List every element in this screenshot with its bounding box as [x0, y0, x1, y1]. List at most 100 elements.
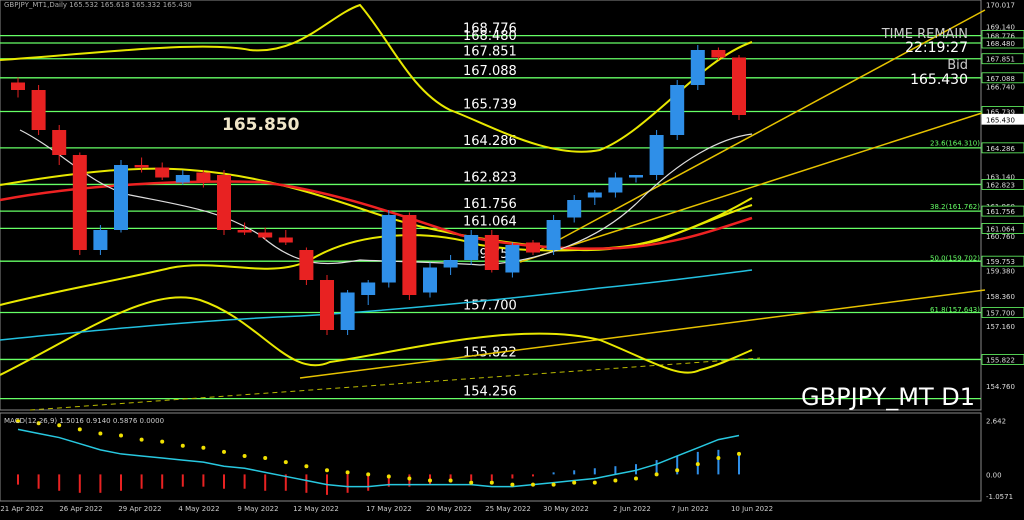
macd-tick: 2.642	[986, 417, 1006, 425]
price-tag-box	[981, 113, 1024, 125]
candle	[649, 130, 664, 180]
time-axis: 21 Apr 2022 26 Apr 2022 29 Apr 2022 4 May 2…	[0, 505, 773, 513]
price-tick: 167.088	[986, 75, 1015, 83]
macd-tick: 0.00	[986, 471, 1002, 479]
macd-signal-dot	[57, 423, 62, 428]
macd-signal-dot	[98, 431, 103, 436]
price-tick: 155.822	[986, 356, 1015, 364]
macd-signal-dot	[160, 439, 165, 444]
candle-body	[361, 282, 376, 295]
time-tick: 12 May 2022	[293, 505, 339, 513]
price-tick: 160.760	[986, 233, 1015, 241]
time-remain-label: TIME REMAIN	[881, 27, 968, 42]
level-label: 167.851	[463, 45, 517, 60]
band-upper	[0, 3, 753, 153]
candle-body	[587, 192, 602, 198]
macd-signal-dot	[531, 482, 535, 487]
candle	[505, 242, 520, 278]
price-tick: 154.760	[986, 383, 1015, 391]
candle	[217, 170, 231, 235]
price-tag-box	[981, 255, 1024, 267]
time-tick: 2 Jun 2022	[613, 505, 651, 513]
candle-body	[670, 85, 685, 135]
band-mid-upper	[0, 167, 753, 252]
trendline-upper	[539, 9, 986, 251]
level-label: 167.088	[463, 64, 517, 79]
candle-body	[732, 57, 746, 115]
candle-body	[299, 250, 314, 280]
fib-label: 50.0(159.702)	[930, 254, 980, 262]
time-tick: 4 May 2022	[178, 505, 219, 513]
level-label: 165.739	[463, 98, 517, 113]
candle-body	[11, 82, 25, 90]
candle	[114, 160, 128, 233]
candle-body	[443, 260, 458, 268]
price-tick: 165.430	[986, 116, 1015, 124]
macd-signal-dot	[36, 421, 41, 426]
price-tag-box	[981, 53, 1024, 65]
price-tag-box	[981, 142, 1024, 154]
candle-body	[381, 215, 396, 283]
candle-body	[278, 237, 293, 243]
candle	[587, 190, 602, 205]
price-tag-box	[981, 37, 1024, 49]
macd-signal-dot	[242, 453, 247, 458]
candle-body	[114, 165, 128, 230]
candle	[31, 85, 46, 135]
macd-signal-dot	[407, 476, 412, 481]
candle-body	[402, 215, 417, 295]
price-tick: 168.480	[986, 40, 1015, 48]
indicator-bands	[0, 3, 753, 376]
candle	[567, 195, 582, 223]
level-label: 161.756	[463, 197, 517, 212]
macd-signal-dot	[510, 482, 515, 487]
level-label: 168.776	[463, 22, 517, 37]
candle-body	[464, 235, 479, 260]
candle	[196, 170, 211, 188]
macd-signal-dot	[572, 480, 577, 485]
level-label: 168.480	[463, 29, 517, 44]
level-label: 162.823	[463, 170, 517, 185]
time-tick: 20 May 2022	[426, 505, 472, 513]
level-label: 161.064	[463, 214, 517, 229]
macd-signal-dot	[654, 472, 659, 477]
candle-body	[52, 130, 67, 155]
moving-average-red	[0, 180, 753, 250]
macd-signal-dot	[428, 478, 432, 483]
candle	[361, 280, 376, 305]
candle-body	[72, 155, 87, 250]
macd-title: MACD(12,26,9) 1.5016 0.9140 0.5876 0.000…	[4, 417, 164, 425]
level-label: 154.256	[463, 385, 517, 400]
price-tag-box	[981, 222, 1024, 234]
trendline-dashed	[29, 357, 761, 411]
candle	[237, 222, 252, 235]
candle	[258, 227, 273, 240]
big-price-label: 165.850	[222, 115, 300, 135]
main-pane	[0, 0, 982, 411]
bid-value: 165.430	[910, 72, 968, 88]
price-tick: 164.286	[986, 145, 1015, 153]
macd-signal-dot	[695, 462, 700, 467]
candle	[52, 125, 67, 165]
candle-body	[93, 230, 108, 250]
time-tick: 30 May 2022	[543, 505, 589, 513]
candle	[484, 230, 499, 273]
macd-signal-dot	[469, 480, 474, 485]
band-lower	[0, 296, 753, 376]
candle-body	[31, 90, 46, 130]
moving-average-cyan	[0, 269, 753, 341]
macd-signal-dot	[613, 478, 618, 483]
macd-signal-dot	[222, 449, 226, 454]
candle-body	[134, 165, 149, 168]
chart-header: GBPJPY_MT1,Daily 165.532 165.618 165.332…	[4, 1, 192, 9]
price-tick: 163.140	[986, 174, 1015, 182]
time-remain-value: 22:19:27	[905, 40, 968, 56]
price-tick: 157.700	[986, 310, 1015, 318]
level-label: 164.286	[463, 134, 517, 149]
candle	[732, 55, 746, 120]
macd-signal-dot	[180, 443, 185, 448]
